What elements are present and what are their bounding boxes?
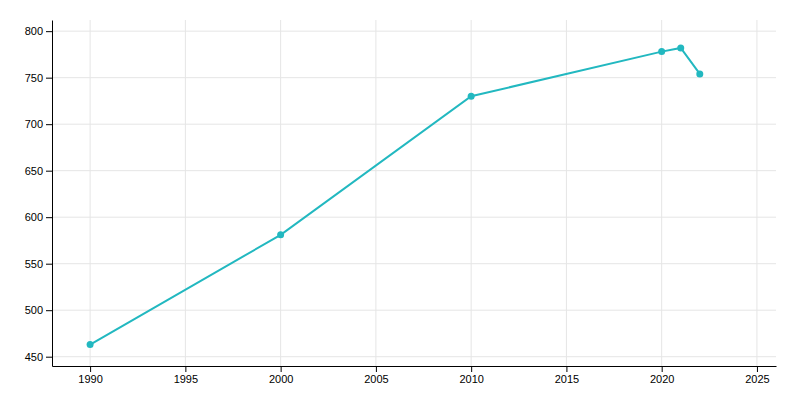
tick-label: 1990: [78, 373, 102, 385]
tick-mark: [46, 171, 52, 172]
grid: [52, 20, 776, 366]
line: [90, 48, 700, 345]
plot-area: 1990 1995 2000 2005 2010 2015 2020 2025 450 500 55…: [25, 20, 777, 385]
tick: 450: [25, 351, 52, 363]
tick-mark: [46, 357, 52, 358]
tick-label: 800: [25, 25, 43, 37]
axis-line: [53, 366, 777, 367]
x-axis: 1990 1995 2000 2005 2010 2015 2020 2025: [53, 366, 777, 385]
tick-label: 2005: [364, 373, 388, 385]
tick-mark: [662, 366, 663, 372]
tick: 550: [25, 258, 52, 270]
tick: 2015: [555, 366, 579, 385]
tick: 2005: [364, 366, 388, 385]
tick-mark: [46, 217, 52, 218]
marker: [468, 93, 475, 100]
tick-mark: [46, 264, 52, 265]
tick: 800: [25, 25, 52, 37]
grid-line: [661, 20, 662, 366]
tick: 650: [25, 165, 52, 177]
tick: 700: [25, 118, 52, 130]
grid-line: [52, 310, 776, 311]
tick-label: 1995: [174, 373, 198, 385]
tick-mark: [90, 366, 91, 372]
tick: 2000: [269, 366, 293, 385]
tick-mark: [471, 366, 472, 372]
tick: 1990: [78, 366, 102, 385]
grid-line: [280, 20, 281, 366]
tick-label: 550: [25, 258, 43, 270]
tick-label: 700: [25, 118, 43, 130]
grid-line: [375, 20, 376, 366]
tick-mark: [566, 366, 567, 372]
chart: 1990 1995 2000 2005 2010 2015 2020 2025 450 500 55…: [0, 0, 800, 400]
tick-mark: [46, 310, 52, 311]
grid-line: [52, 77, 776, 78]
tick-label: 2025: [745, 373, 769, 385]
tick-label: 450: [25, 351, 43, 363]
tick-mark: [46, 124, 52, 125]
marker: [677, 44, 684, 51]
grid-line: [90, 20, 91, 366]
tick: 1995: [174, 366, 198, 385]
axis-line: [52, 21, 53, 367]
tick: 2020: [650, 366, 674, 385]
tick-label: 750: [25, 72, 43, 84]
grid-line: [52, 124, 776, 125]
marker: [696, 70, 703, 77]
tick: 750: [25, 72, 52, 84]
tick-mark: [757, 366, 758, 372]
tick-mark: [46, 78, 52, 79]
tick-mark: [376, 366, 377, 372]
tick-label: 650: [25, 165, 43, 177]
marker: [658, 48, 665, 55]
tick-label: 500: [25, 304, 43, 316]
tick-mark: [281, 366, 282, 372]
grid-line: [52, 31, 776, 32]
tick: 600: [25, 211, 52, 223]
tick-mark: [46, 31, 52, 32]
grid-line: [185, 20, 186, 366]
grid-line: [471, 20, 472, 366]
tick: 500: [25, 304, 52, 316]
tick-mark: [185, 366, 186, 372]
tick-label: 2015: [555, 373, 579, 385]
marker: [277, 231, 284, 238]
marker: [87, 341, 94, 348]
tick-label: 2000: [269, 373, 293, 385]
tick-label: 600: [25, 211, 43, 223]
y-axis: 450 500 550 600 650 700 750 800: [25, 21, 53, 367]
grid-line: [52, 263, 776, 264]
tick-label: 2020: [650, 373, 674, 385]
grid-line: [52, 170, 776, 171]
tick-label: 2010: [459, 373, 483, 385]
tick: 2025: [745, 366, 769, 385]
grid-line: [756, 20, 757, 366]
grid-line: [52, 356, 776, 357]
grid-line: [52, 217, 776, 218]
tick: 2010: [459, 366, 483, 385]
marks: [87, 44, 704, 348]
grid-line: [566, 20, 567, 366]
